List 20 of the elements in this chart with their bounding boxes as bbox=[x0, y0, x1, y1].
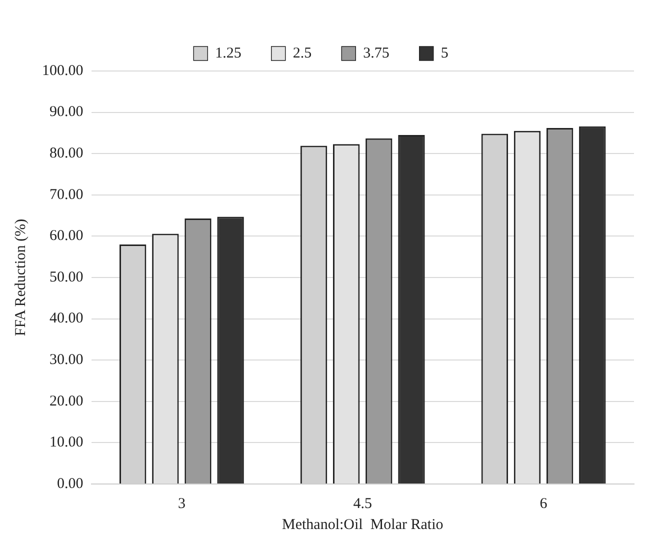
y-tick-label: 90.00 bbox=[50, 104, 84, 120]
x-tick-label: 4.5 bbox=[353, 496, 372, 512]
y-tick-label: 10.00 bbox=[50, 434, 84, 451]
y-tick-label: 0.00 bbox=[57, 476, 84, 492]
y-tick-label: 20.00 bbox=[50, 393, 84, 410]
y-tick-label: 50.00 bbox=[50, 269, 84, 286]
y-tick-label: 70.00 bbox=[50, 186, 84, 203]
y-axis-title: FFA Reduction (%) bbox=[12, 218, 29, 336]
y-tick-label: 60.00 bbox=[50, 228, 84, 244]
legend-label: 1.25 bbox=[215, 45, 242, 62]
legend-label: 3.75 bbox=[363, 45, 390, 62]
y-tick-label: 80.00 bbox=[50, 146, 84, 162]
legend-label: 2.5 bbox=[292, 45, 312, 62]
y-tick-label: 100.00 bbox=[42, 62, 84, 79]
x-tick-label: 3 bbox=[178, 496, 186, 512]
y-tick-label: 30.00 bbox=[50, 352, 84, 368]
x-axis-title: Methanol:Oil Molar Ratio bbox=[282, 516, 444, 533]
x-tick-label: 6 bbox=[540, 496, 548, 512]
y-tick-label: 40.00 bbox=[50, 310, 84, 327]
legend-label: 5 bbox=[440, 45, 448, 62]
